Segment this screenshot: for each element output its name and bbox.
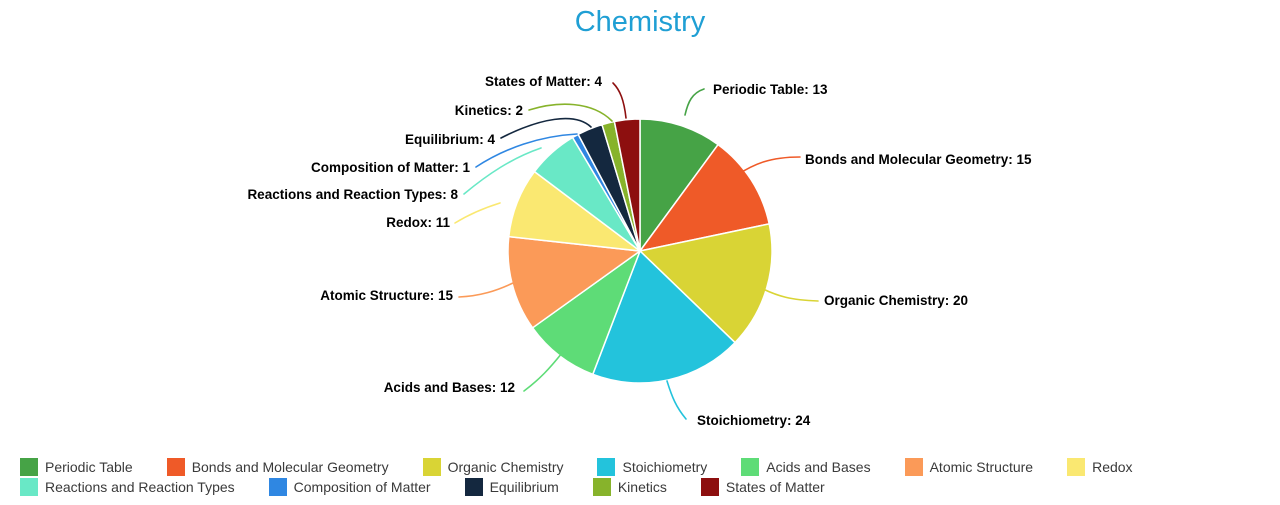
legend-item-label: Redox: [1092, 459, 1133, 475]
leader-line-bonds-and-molecular-geometry: [736, 156, 801, 176]
legend-item-label: Reactions and Reaction Types: [45, 479, 235, 495]
legend-item-label: Composition of Matter: [293, 479, 431, 495]
slice-label-states-of-matter: States of Matter: 4: [484, 74, 602, 89]
pie-slice-organic-chemistry[interactable]: [639, 223, 773, 344]
leader-line-kinetics: [528, 103, 613, 122]
legend-swatch: [1067, 458, 1086, 476]
legend-row: Periodic Table Bonds and Molecular Geomet…: [20, 458, 1133, 476]
legend-item-label: Kinetics: [617, 479, 667, 495]
chart-title: Chemistry: [574, 6, 706, 38]
leader-line-reactions-and-reaction-types: [463, 147, 542, 195]
legend-swatch: [597, 458, 616, 476]
legend-swatch: [422, 458, 441, 476]
legend-item-organic-chemistry[interactable]: Organic Chemistry: [422, 458, 564, 476]
legend-swatch: [904, 458, 923, 476]
pie-slice-bonds-and-molecular-geometry[interactable]: [639, 143, 770, 252]
pie-slice-atomic-structure[interactable]: [507, 235, 641, 329]
legend-item-bonds-and-molecular-geometry[interactable]: Bonds and Molecular Geometry: [166, 458, 389, 476]
slice-label-kinetics: Kinetics: 2: [454, 103, 523, 118]
slice-label-stoichiometry: Stoichiometry: 24: [697, 413, 811, 428]
legend-item-label: Atomic Structure: [929, 459, 1034, 475]
legend-item-kinetics[interactable]: Kinetics: [592, 478, 667, 496]
legend-swatch: [592, 478, 611, 496]
legend-item-redox[interactable]: Redox: [1067, 458, 1133, 476]
legend: Periodic Table Bonds and Molecular Geomet…: [20, 458, 1133, 496]
legend-swatch: [20, 458, 38, 476]
leader-line-acids-and-bases: [523, 352, 563, 392]
legend-item-acids-and-bases[interactable]: Acids and Bases: [741, 458, 871, 476]
legend-item-label: Bonds and Molecular Geometry: [191, 459, 389, 475]
leader-line-redox: [454, 202, 501, 224]
legend-row: Reactions and Reaction Types Composition …: [20, 478, 1133, 496]
leader-line-equilibrium: [500, 117, 592, 139]
legend-item-label: Stoichiometry: [622, 459, 708, 475]
legend-item-stoichiometry[interactable]: Stoichiometry: [597, 458, 707, 476]
slice-label-organic-chemistry: Organic Chemistry: 20: [824, 293, 969, 308]
slice-label-composition-of-matter: Composition of Matter: 1: [311, 160, 470, 175]
legend-item-label: States of Matter: [725, 479, 825, 495]
legend-swatch: [20, 478, 38, 496]
slice-label-reactions-and-reaction-types: Reactions and Reaction Types: 8: [247, 187, 458, 202]
pie-slice-periodic-table[interactable]: [639, 118, 719, 252]
legend-swatch: [741, 458, 760, 476]
legend-swatch: [268, 478, 287, 496]
leader-line-organic-chemistry: [762, 288, 819, 302]
legend-swatch: [464, 478, 483, 496]
slice-label-atomic-structure: Atomic Structure: 15: [320, 288, 453, 303]
slice-label-acids-and-bases: Acids and Bases: 12: [383, 380, 515, 395]
legend-item-periodic-table[interactable]: Periodic Table: [20, 458, 133, 476]
legend-item-label: Acids and Bases: [766, 459, 871, 475]
leader-line-states-of-matter: [612, 82, 627, 119]
legend-swatch: [700, 478, 719, 496]
legend-swatch: [166, 458, 185, 476]
legend-item-atomic-structure[interactable]: Atomic Structure: [904, 458, 1034, 476]
legend-item-label: Periodic Table: [45, 459, 133, 475]
legend-item-label: Organic Chemistry: [447, 459, 564, 475]
slice-label-bonds-and-molecular-geometry: Bonds and Molecular Geometry: 15: [805, 152, 1032, 167]
legend-item-reactions-and-reaction-types[interactable]: Reactions and Reaction Types: [20, 478, 235, 496]
slice-label-equilibrium: Equilibrium: 4: [404, 132, 495, 147]
leader-line-atomic-structure: [458, 282, 514, 298]
legend-item-composition-of-matter[interactable]: Composition of Matter: [268, 478, 431, 496]
legend-item-equilibrium[interactable]: Equilibrium: [464, 478, 559, 496]
legend-item-label: Equilibrium: [489, 479, 559, 495]
slice-label-periodic-table: Periodic Table: 13: [713, 82, 828, 97]
slice-label-redox: Redox: 11: [386, 215, 450, 230]
leader-line-stoichiometry: [666, 380, 687, 420]
legend-item-states-of-matter[interactable]: States of Matter: [700, 478, 825, 496]
pie-slice-states-of-matter[interactable]: [613, 118, 641, 252]
pie-slice-stoichiometry[interactable]: [592, 250, 736, 384]
leader-line-periodic-table: [684, 88, 705, 116]
leader-line-composition-of-matter: [475, 133, 578, 168]
